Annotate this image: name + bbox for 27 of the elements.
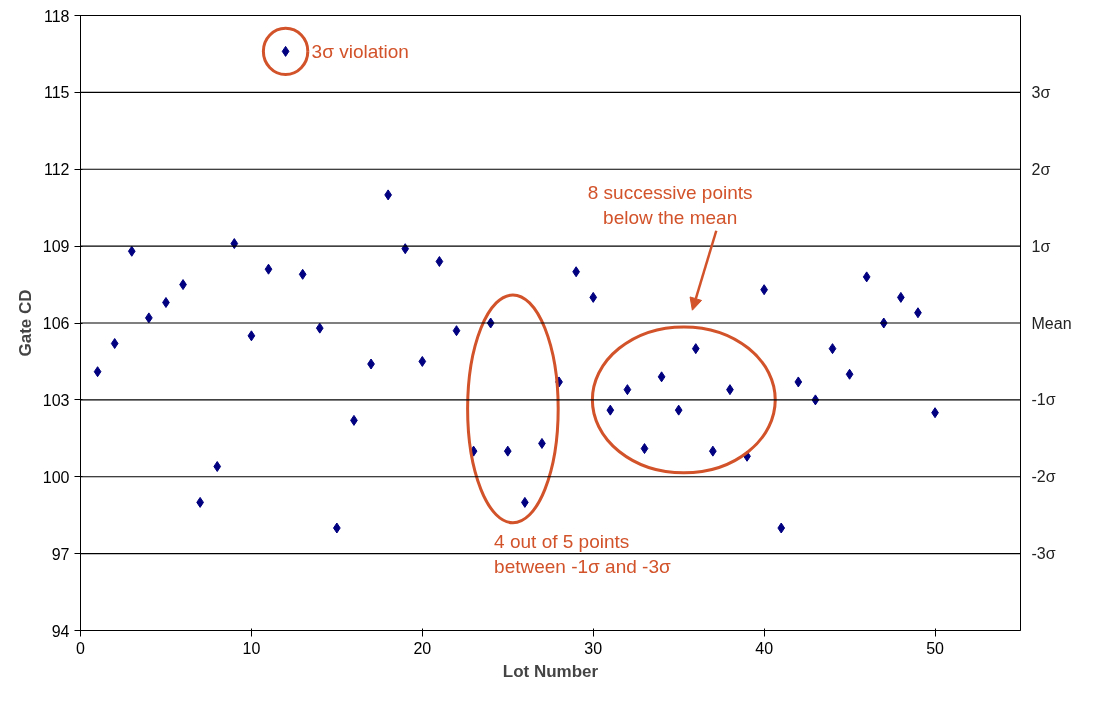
y-tick-label: 100 [42,468,70,486]
y-tick-label: 94 [51,622,70,640]
x-tick-label: 40 [755,639,774,657]
ref-line-label: 3σ [1031,83,1051,101]
x-tick-label: 50 [926,639,945,657]
ref-line-label: Mean [1031,314,1072,332]
ref-line-label: -1σ [1031,391,1056,409]
ref-line-label: 2σ [1031,160,1051,178]
y-tick-label: 109 [42,238,70,256]
annotation: 3σ violation [311,40,409,62]
y-tick-label: 106 [42,315,70,332]
y-tick-label: 115 [43,84,70,102]
annotation: 8 successive points below the mean [587,182,753,229]
annotation: 4 out of 5 points between -1σ and -3σ [494,530,671,577]
x-axis-title: Lot Number [502,661,599,681]
ref-line-label: 1σ [1031,237,1051,255]
ref-line-label: -3σ [1031,545,1056,563]
y-tick-label: 118 [43,7,70,25]
x-tick-label: 10 [242,639,261,657]
x-tick-label: 30 [584,639,603,657]
x-tick-label: 20 [413,639,432,657]
y-axis-title: Gate CD [15,289,35,357]
y-tick-label: 103 [42,391,70,409]
x-tick-label: 0 [76,639,86,657]
ref-line-label: -2σ [1031,468,1056,486]
y-tick-label: 112 [43,161,70,179]
y-tick-label: 97 [51,545,70,563]
